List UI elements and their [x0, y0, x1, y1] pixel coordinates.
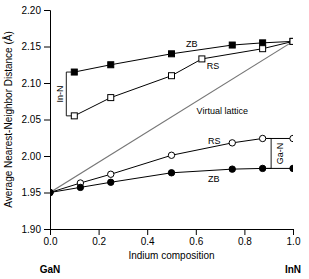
point	[260, 40, 266, 46]
point	[229, 166, 235, 172]
point	[260, 46, 266, 52]
tick-label: 0.2	[92, 236, 106, 247]
point	[77, 184, 83, 190]
tick: 0.0	[44, 229, 58, 247]
line	[74, 41, 293, 72]
tick-label: 2.10	[22, 78, 42, 89]
annotation: RS	[207, 61, 220, 71]
axis-line	[51, 230, 294, 236]
tick: 2.00	[22, 151, 50, 162]
point	[169, 73, 175, 79]
tick-mark	[244, 229, 245, 235]
point	[108, 95, 114, 101]
axis-line	[44, 11, 51, 230]
y-axis-title: Average Nearest-Neighbor Distance (Å)	[2, 31, 14, 208]
tick: 2.05	[22, 114, 50, 125]
tick-label: 0.6	[189, 236, 203, 247]
tick: 1.95	[22, 187, 50, 198]
point	[229, 140, 235, 146]
point	[229, 42, 235, 48]
point	[108, 179, 114, 185]
tick-mark	[44, 83, 50, 84]
tick: 2.15	[22, 41, 50, 52]
annotation: GaN	[40, 264, 61, 275]
bracket	[266, 138, 271, 168]
annotation: In-N	[55, 85, 65, 102]
point	[290, 38, 293, 44]
tick-label: 2.15	[22, 41, 42, 52]
point	[71, 69, 77, 75]
annotation: RS	[208, 136, 221, 146]
tick: 0.2	[92, 229, 106, 247]
x-axis: 0.0 0.2 0.4 0.6 0.8 1.0	[44, 229, 301, 247]
tick-mark	[44, 47, 50, 48]
tick-mark	[44, 193, 50, 194]
point	[50, 189, 53, 195]
tick: 0.4	[141, 229, 155, 247]
annotations: GaN InN In-N ZB RS Virtual lattice Ga-N RS ZB	[40, 39, 301, 275]
line	[74, 41, 293, 115]
tick-mark	[147, 229, 148, 235]
annotation: ZB	[208, 174, 220, 184]
point	[71, 113, 77, 119]
point	[169, 51, 175, 57]
bracket	[66, 72, 71, 116]
annotation: Ga-N	[275, 143, 285, 165]
tick-label: 2.20	[22, 5, 42, 16]
tick-mark	[293, 229, 294, 235]
point	[108, 171, 114, 177]
annotation: InN	[285, 264, 301, 275]
tick-label: 2.00	[22, 151, 42, 162]
point	[108, 62, 114, 68]
point	[199, 56, 205, 62]
tick-label: 0.4	[141, 236, 155, 247]
point	[290, 135, 293, 141]
tick-label: 0.0	[44, 236, 58, 247]
tick-mark	[196, 229, 197, 235]
line	[50, 168, 293, 192]
tick: 1.0	[287, 229, 301, 247]
tick-label: 1.95	[22, 187, 42, 198]
tick: 0.8	[238, 229, 252, 247]
tick-label: 1.0	[287, 236, 301, 247]
tick-mark	[44, 10, 50, 11]
x-axis-title: Indium composition	[128, 250, 214, 261]
tick-label: 0.8	[238, 236, 252, 247]
point	[168, 170, 174, 176]
chart: 0.0 0.2 0.4 0.6 0.8 1.0 1.90 1.95 2.00 2.05 2.10 2.…	[0, 0, 309, 279]
tick-mark	[44, 229, 50, 230]
point	[259, 165, 265, 171]
y-axis: 1.90 1.95 2.00 2.05 2.10 2.15 2.20	[22, 5, 51, 235]
point	[290, 165, 293, 171]
point	[50, 189, 53, 195]
annotation: ZB	[186, 39, 198, 49]
tick-label: 2.05	[22, 114, 42, 125]
tick-mark	[44, 120, 50, 121]
marks	[50, 38, 293, 195]
point	[290, 38, 293, 44]
point	[168, 152, 174, 158]
line	[50, 41, 293, 192]
tick: 2.10	[22, 78, 50, 89]
line	[50, 138, 293, 192]
plot: 0.0 0.2 0.4 0.6 0.8 1.0 1.90 1.95 2.00 2.05 2.10 2.…	[2, 5, 301, 275]
tick: 2.20	[22, 5, 50, 16]
tick-mark	[99, 229, 100, 235]
tick-mark	[44, 156, 50, 157]
annotation: Virtual lattice	[197, 106, 248, 116]
point	[259, 135, 265, 141]
tick: 0.6	[189, 229, 203, 247]
tick-label: 1.90	[22, 224, 42, 235]
tick: 1.90	[22, 224, 50, 235]
